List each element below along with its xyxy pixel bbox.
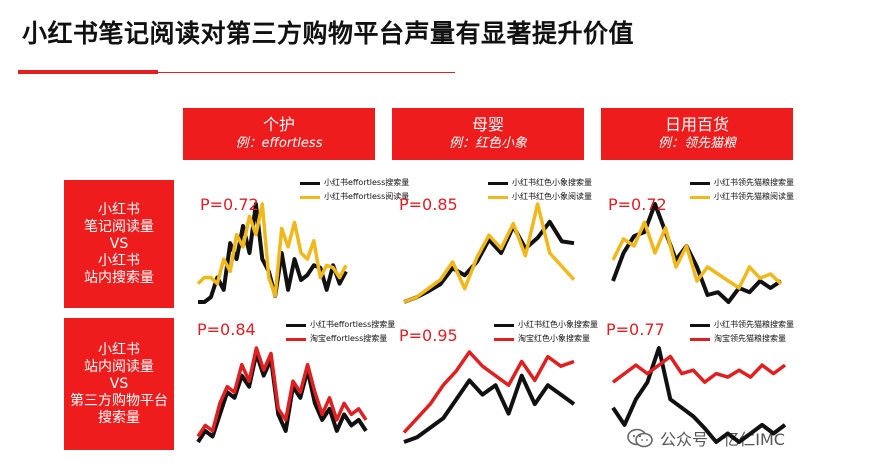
column-header-example: 例：领先猫粮 <box>657 136 736 151</box>
legend-swatch <box>690 323 710 327</box>
chart-cell-5 <box>392 318 586 446</box>
legend-item: 小红书红色小象阅读量 <box>488 190 592 204</box>
legend-label: 小红书红色小象搜索量 <box>512 178 592 187</box>
legend-item: 小红书effortless搜索量 <box>300 176 409 190</box>
series-line-black <box>403 373 576 444</box>
p-value-label: P=0.95 <box>399 326 458 345</box>
series-line-yellow <box>611 220 783 290</box>
legend-label: 小红书effortless搜索量 <box>324 178 410 187</box>
line-chart <box>196 202 348 304</box>
column-header-mother-baby: 母婴 例：红色小象 <box>392 108 584 160</box>
series-line-yellow <box>196 202 348 298</box>
line-chart <box>402 350 576 444</box>
legend-swatch <box>690 181 710 185</box>
legend-swatch <box>300 181 320 185</box>
line-chart <box>196 346 368 444</box>
legend-item: 淘宝effortless搜索量 <box>286 332 395 346</box>
chart-cell-6 <box>601 318 797 446</box>
series-line-black <box>196 351 368 444</box>
legend-item: 小红书effortless阅读量 <box>300 190 409 204</box>
chart-legend: 小红书effortless搜索量 淘宝effortless搜索量 <box>286 318 395 346</box>
column-header-label: 日用百货 <box>664 115 729 134</box>
legend-label: 小红书effortless搜索量 <box>310 320 396 329</box>
p-value-label: P=0.84 <box>197 320 256 339</box>
series-line-red <box>611 354 787 384</box>
chart-legend: 小红书领先猫粮搜索量 小红书领先猫粮阅读量 <box>690 176 794 204</box>
column-header-personal-care: 个护 例：effortless <box>183 108 375 160</box>
p-value-label: P=0.77 <box>606 320 665 339</box>
legend-swatch <box>286 337 306 341</box>
p-value-label: P=0.72 <box>608 195 667 214</box>
p-value-label: P=0.85 <box>399 195 458 214</box>
line-chart <box>611 202 783 304</box>
title-underline <box>158 72 455 73</box>
line-chart <box>403 202 576 304</box>
column-header-label: 母婴 <box>471 115 504 134</box>
legend-label: 小红书红色小象阅读量 <box>512 192 592 201</box>
chart-legend: 小红书effortless搜索量 小红书effortless阅读量 <box>300 176 409 204</box>
legend-swatch <box>300 195 320 199</box>
column-header-label: 个护 <box>262 115 295 134</box>
chart-legend: 小红书红色小象搜索量 淘宝红色小象搜索量 <box>494 318 598 346</box>
chart-legend: 小红书红色小象搜索量 小红书红色小象阅读量 <box>488 176 592 204</box>
line-chart <box>611 346 787 444</box>
chart-cell-1 <box>186 176 358 306</box>
column-header-example: 例：effortless <box>235 136 323 151</box>
legend-label: 小红书effortless阅读量 <box>324 192 410 201</box>
legend-item: 小红书effortless搜索量 <box>286 318 395 332</box>
series-line-black <box>611 346 787 444</box>
p-value-label: P=0.72 <box>200 195 259 214</box>
wechat-icon <box>627 428 653 448</box>
legend-label: 淘宝领先猫粮搜索量 <box>714 334 786 343</box>
legend-item: 小红书领先猫粮搜索量 <box>690 318 794 332</box>
series-line-black <box>611 202 783 304</box>
row-header-reads-vs-searches: 小红书 笔记阅读量 VS 小红书 站内搜索量 <box>64 180 174 308</box>
legend-label: 小红书领先猫粮搜索量 <box>714 178 794 187</box>
row-header-reads-vs-third-party: 小红书 站内阅读量 VS 第三方购物平台 搜索量 <box>64 318 174 450</box>
legend-label: 淘宝effortless搜索量 <box>310 334 388 343</box>
legend-swatch <box>488 181 508 185</box>
legend-label: 小红书领先猫粮搜索量 <box>714 320 794 329</box>
title-underline-accent <box>18 70 158 74</box>
chart-cell-3 <box>601 176 793 306</box>
series-line-yellow <box>403 202 576 304</box>
chart-cell-4 <box>186 318 378 446</box>
legend-swatch <box>494 323 514 327</box>
column-header-example: 例：红色小象 <box>448 136 527 151</box>
legend-label: 淘宝红色小象搜索量 <box>518 334 590 343</box>
legend-item: 淘宝领先猫粮搜索量 <box>690 332 794 346</box>
page-title: 小红书笔记阅读对第三方购物平台声量有显著提升价值 <box>22 19 635 48</box>
chart-legend: 小红书领先猫粮搜索量 淘宝领先猫粮搜索量 <box>690 318 794 346</box>
legend-label: 小红书红色小象搜索量 <box>518 320 598 329</box>
legend-item: 小红书领先猫粮阅读量 <box>690 190 794 204</box>
legend-swatch <box>488 195 508 199</box>
series-line-red <box>196 346 368 438</box>
column-header-daily-goods: 日用百货 例：领先猫粮 <box>601 108 793 160</box>
legend-swatch <box>690 337 710 341</box>
legend-item: 小红书领先猫粮搜索量 <box>690 176 794 190</box>
legend-swatch <box>690 195 710 199</box>
legend-label: 小红书领先猫粮阅读量 <box>714 192 794 201</box>
legend-swatch <box>286 323 306 327</box>
legend-item: 小红书红色小象搜索量 <box>488 176 592 190</box>
legend-item: 淘宝红色小象搜索量 <box>494 332 598 346</box>
legend-swatch <box>494 337 514 341</box>
series-line-red <box>402 350 575 434</box>
chart-cell-2 <box>392 176 586 306</box>
series-line-black <box>403 219 575 304</box>
legend-item: 小红书红色小象搜索量 <box>494 318 598 332</box>
